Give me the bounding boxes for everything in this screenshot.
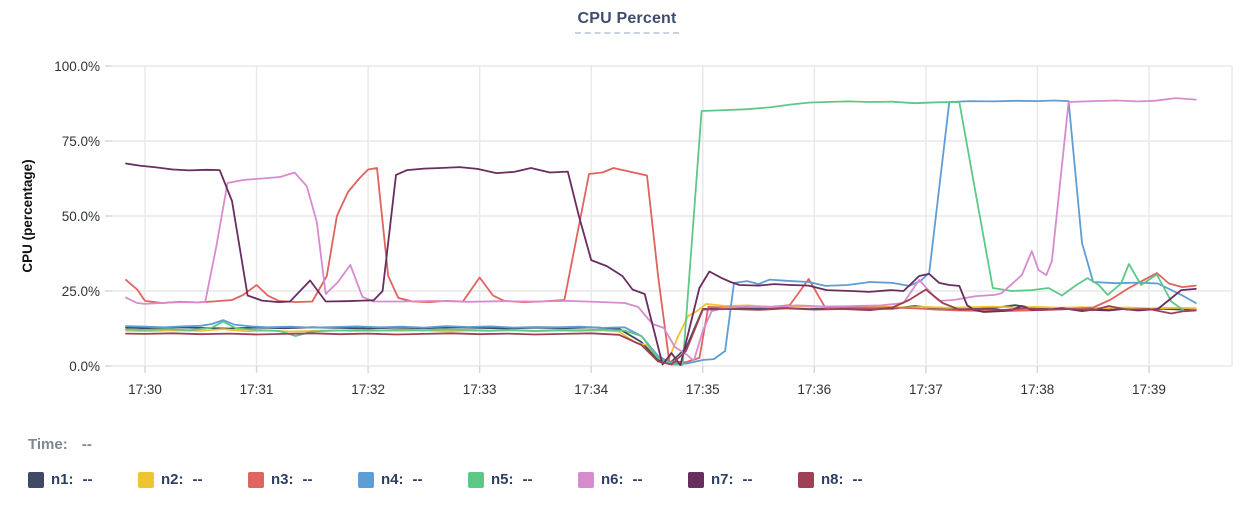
- legend-item-n3[interactable]: n3: --: [248, 471, 358, 488]
- legend-item-n6[interactable]: n6: --: [578, 471, 688, 488]
- x-tick-label: 17:38: [1021, 382, 1055, 397]
- series-n8-line[interactable]: [125, 288, 1197, 366]
- y-tick-label: 25.0%: [62, 284, 100, 299]
- legend-item-n7[interactable]: n7: --: [688, 471, 798, 488]
- legend-series-name: n1:: [51, 471, 74, 488]
- legend-series-value: --: [522, 471, 533, 488]
- chart-title[interactable]: CPU Percent: [575, 10, 679, 34]
- x-tick-label: 17:31: [240, 382, 274, 397]
- legend-series-value: --: [192, 471, 203, 488]
- legend-swatch-n1: [28, 471, 44, 488]
- legend-item-n1[interactable]: n1: --: [28, 471, 138, 488]
- legend-series-name: n2:: [161, 471, 184, 488]
- chart-title-wrap: CPU Percent: [0, 10, 1254, 34]
- x-tick-label: 17:35: [686, 382, 720, 397]
- legend-series-name: n5:: [491, 471, 514, 488]
- legend-item-n2[interactable]: n2: --: [138, 471, 248, 488]
- legend-swatch-n4: [358, 471, 374, 488]
- series-n6-line[interactable]: [125, 97, 1197, 362]
- x-tick-label: 17:32: [351, 382, 385, 397]
- x-tick-label: 17:39: [1132, 382, 1166, 397]
- time-readout: Time: --: [28, 436, 1228, 453]
- legend-items-row: n1: -- n2: -- n3: -- n4: -- n5: -- n6: -- n7: -- n8: --: [28, 471, 1228, 488]
- legend-item-n4[interactable]: n4: --: [358, 471, 468, 488]
- x-tick-label: 17:34: [574, 382, 608, 397]
- legend-swatch-n6: [578, 471, 594, 488]
- legend-series-value: --: [412, 471, 423, 488]
- legend-series-name: n8:: [821, 471, 844, 488]
- legend-series-value: --: [302, 471, 313, 488]
- legend-item-n8[interactable]: n8: --: [798, 471, 908, 488]
- legend-swatch-n8: [798, 471, 814, 488]
- legend-series-value: --: [82, 471, 93, 488]
- x-tick-label: 17:36: [797, 382, 831, 397]
- y-tick-label: 50.0%: [62, 209, 100, 224]
- legend-series-name: n3:: [271, 471, 294, 488]
- series-n4-line[interactable]: [125, 99, 1197, 365]
- legend-series-value: --: [852, 471, 863, 488]
- y-tick-label: 100.0%: [54, 59, 100, 74]
- legend-series-value: --: [632, 471, 643, 488]
- legend-series-name: n6:: [601, 471, 624, 488]
- x-tick-label: 17:33: [463, 382, 497, 397]
- legend-series-value: --: [742, 471, 753, 488]
- legend-item-n5[interactable]: n5: --: [468, 471, 578, 488]
- legend-series-name: n7:: [711, 471, 734, 488]
- legend-swatch-n2: [138, 471, 154, 488]
- time-value: --: [81, 436, 92, 453]
- legend-series-name: n4:: [381, 471, 404, 488]
- y-tick-label: 75.0%: [62, 134, 100, 149]
- y-axis-title: CPU (percentage): [20, 159, 35, 272]
- legend-swatch-n5: [468, 471, 484, 488]
- cpu-percent-chart[interactable]: 0.0% 25.0% 50.0% 75.0% 100.0% 17:30 17:31 17:32…: [0, 0, 1254, 430]
- legend-swatch-n3: [248, 471, 264, 488]
- legend: Time: -- n1: -- n2: -- n3: -- n4: -- n5: -- n6: -- n…: [28, 436, 1228, 488]
- x-tick-label: 17:37: [909, 382, 943, 397]
- x-tick-label: 17:30: [128, 382, 162, 397]
- time-label: Time:: [28, 436, 68, 453]
- legend-swatch-n7: [688, 471, 704, 488]
- y-tick-label: 0.0%: [69, 359, 100, 374]
- series-n7-line[interactable]: [125, 162, 1197, 367]
